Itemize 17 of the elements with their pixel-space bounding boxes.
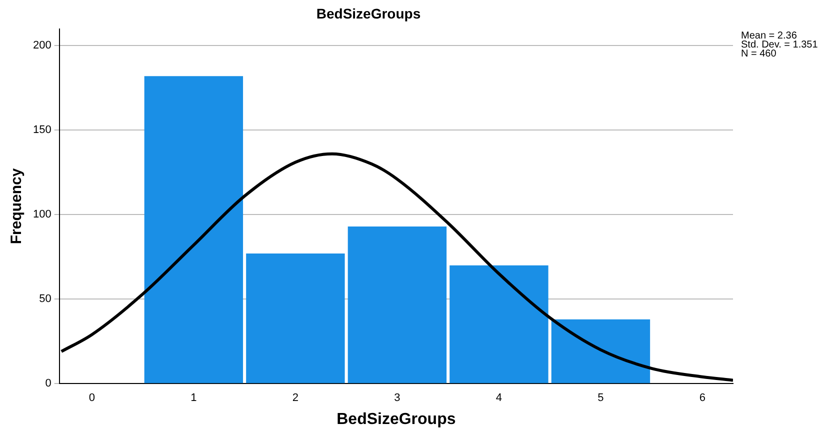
text: Std. Dev. = 1.351 bbox=[741, 40, 818, 51]
y-tick-label: 200 bbox=[32, 40, 52, 52]
y-tick-label: 0 bbox=[45, 378, 52, 390]
y-tick-label: 150 bbox=[32, 124, 52, 136]
x-tick-label: 5 bbox=[598, 392, 604, 404]
x-tick-label: 3 bbox=[394, 392, 400, 404]
x-tick-label: 4 bbox=[496, 392, 502, 404]
y-axis-title: Frequency bbox=[8, 168, 26, 244]
y-tick-label: 50 bbox=[39, 293, 52, 306]
x-tick-label: 6 bbox=[699, 392, 706, 404]
x-tick-label: 2 bbox=[292, 392, 298, 404]
x-tick-label: 0 bbox=[88, 392, 95, 404]
x-tick-label: 1 bbox=[190, 392, 197, 404]
text: N = 460 bbox=[741, 48, 777, 60]
x-axis-title: BedSizeGroups bbox=[336, 410, 456, 428]
chart-title: BedSizeGroups bbox=[316, 5, 421, 22]
y-tick-label: 100 bbox=[32, 208, 52, 221]
